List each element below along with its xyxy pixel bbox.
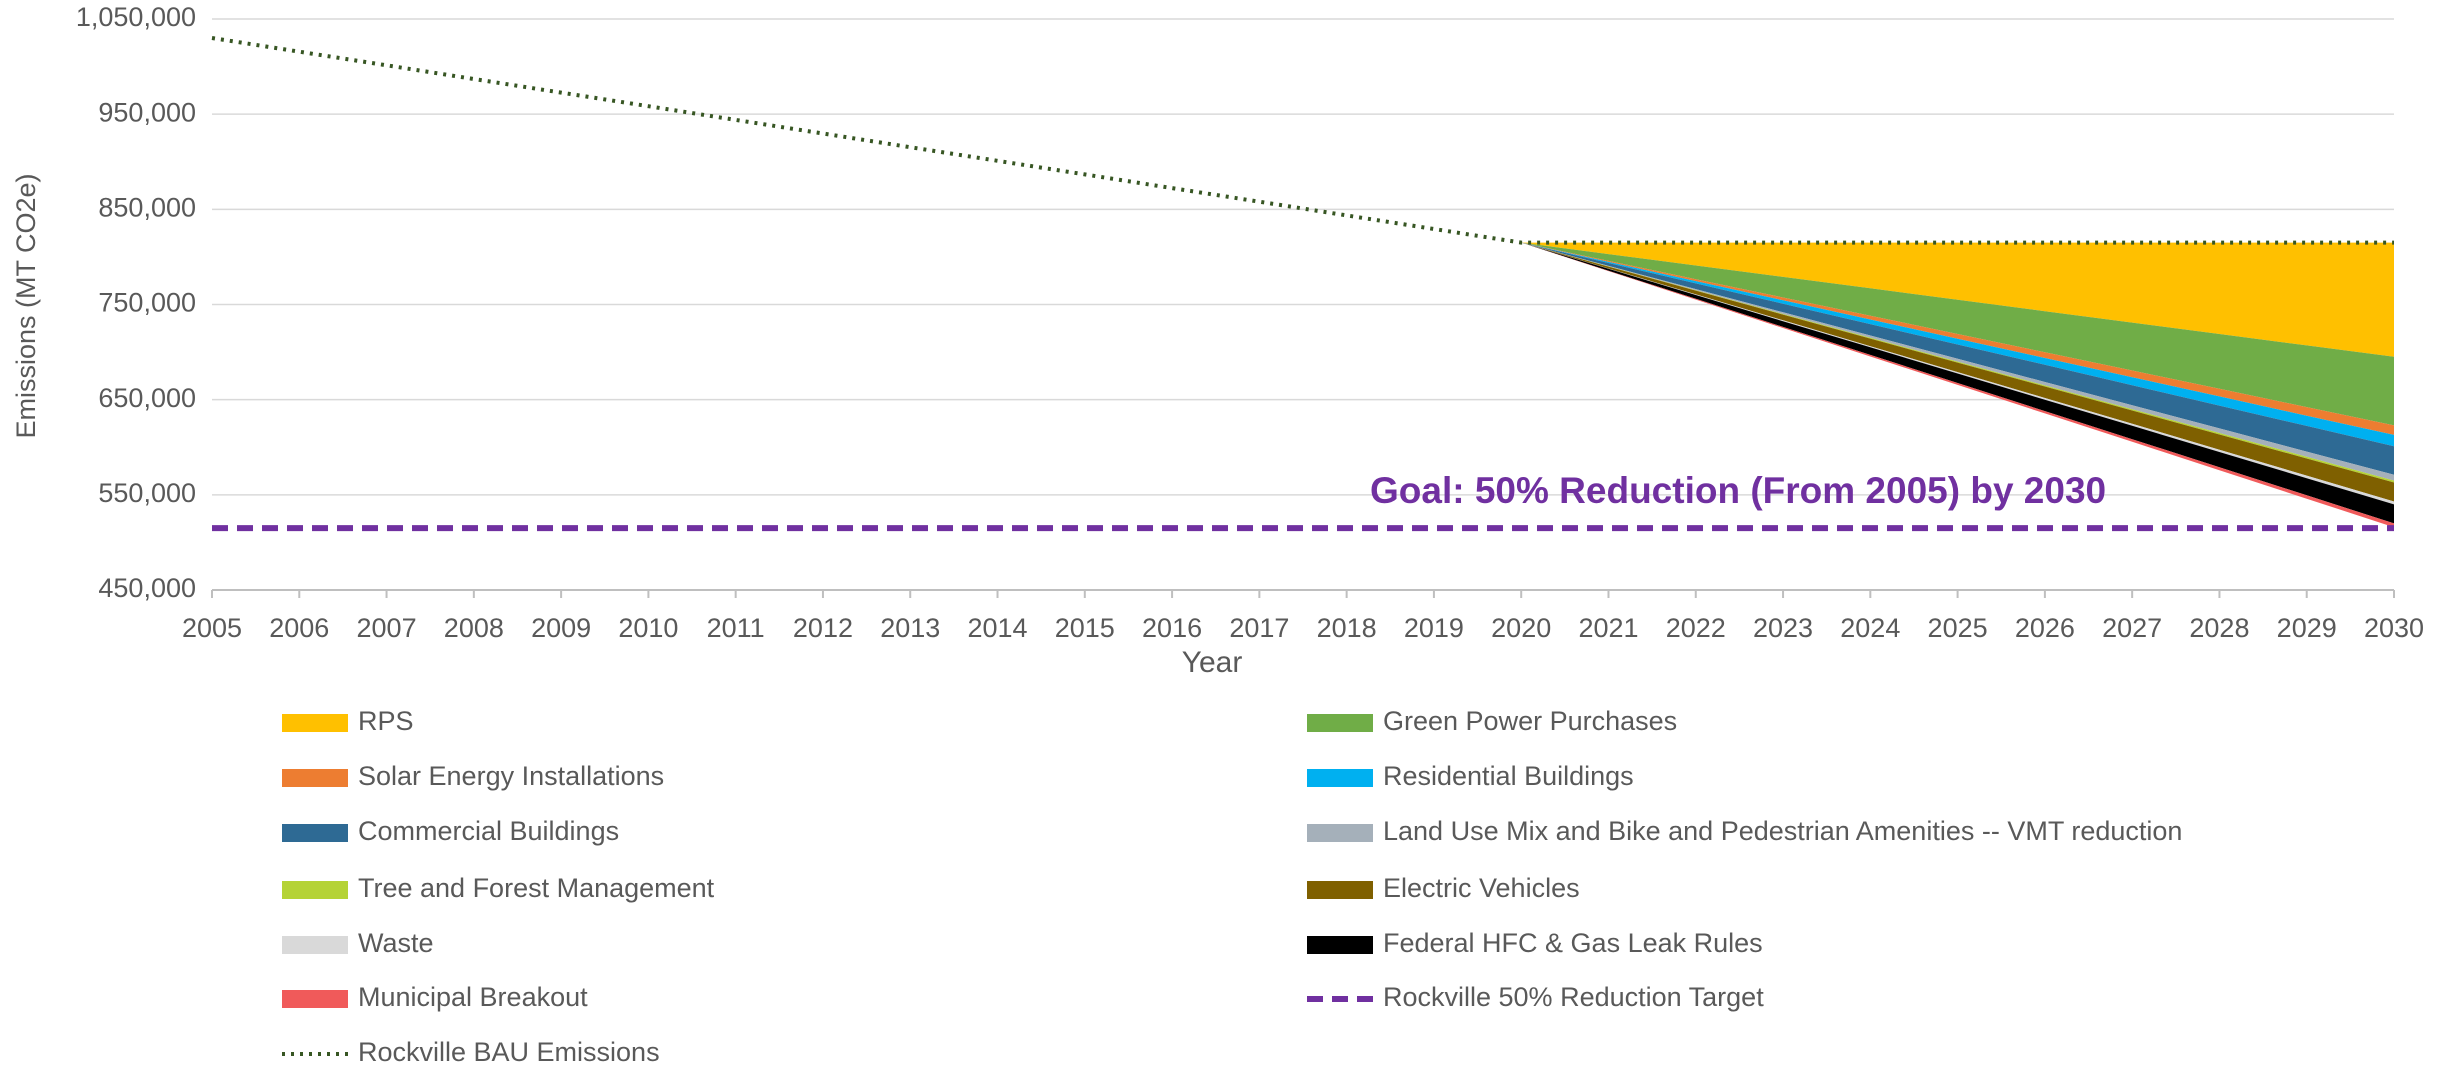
- legend-swatch: [1307, 769, 1373, 787]
- y-axis-title: Emissions (MT CO2e): [11, 173, 41, 438]
- y-tick-label: 650,000: [98, 383, 196, 413]
- x-tick-label: 2022: [1666, 613, 1726, 643]
- legend-label: Electric Vehicles: [1383, 873, 1580, 903]
- legend-label: Commercial Buildings: [358, 816, 619, 846]
- x-tick-label: 2008: [444, 613, 504, 643]
- legend-label: Federal HFC & Gas Leak Rules: [1383, 928, 1763, 958]
- legend-swatch: [1307, 714, 1373, 732]
- x-tick-label: 2018: [1317, 613, 1377, 643]
- legend-swatch: [282, 881, 348, 899]
- legend-swatch: [282, 714, 348, 732]
- x-tick-label: 2010: [618, 613, 678, 643]
- y-tick-label: 950,000: [98, 97, 196, 127]
- legend-swatch: [1307, 881, 1373, 899]
- x-tick-label: 2015: [1055, 613, 1115, 643]
- x-tick-label: 2007: [357, 613, 417, 643]
- x-tick-label: 2025: [1928, 613, 1988, 643]
- area: [1521, 242, 2394, 483]
- x-tick-label: 2016: [1142, 613, 1202, 643]
- y-tick-label: 850,000: [98, 192, 196, 222]
- area: [1521, 242, 2394, 447]
- line: [211, 36, 2394, 245]
- x-tick-label: 2028: [2189, 613, 2249, 643]
- x-tick-label: 2027: [2102, 613, 2162, 643]
- x-tick-label: 2014: [967, 613, 1027, 643]
- annotation: Goal: 50% Reduction (From 2005) by 2030: [1370, 470, 2106, 511]
- x-tick-label: 2026: [2015, 613, 2075, 643]
- x-tick-label: 2023: [1753, 613, 1813, 643]
- legend-label: Waste: [358, 928, 434, 958]
- legend-label: Tree and Forest Management: [358, 873, 715, 903]
- legend-label: RPS: [358, 706, 414, 736]
- area: [1521, 242, 2394, 528]
- legend-label: Rockville 50% Reduction Target: [1383, 982, 1764, 1012]
- x-axis-title: Year: [1182, 646, 1243, 679]
- x-tick-label: 2013: [880, 613, 940, 643]
- x-tick-label: 2017: [1229, 613, 1289, 643]
- x-tick-label: 2011: [707, 613, 765, 643]
- legend-label: Solar Energy Installations: [358, 761, 664, 791]
- legend-label: Green Power Purchases: [1383, 706, 1677, 736]
- legend-swatch: [282, 990, 348, 1008]
- legend-label: Residential Buildings: [1383, 761, 1634, 791]
- y-tick-label: 450,000: [98, 573, 196, 603]
- x-tick-label: 2005: [182, 613, 242, 643]
- x-tick-label: 2030: [2364, 613, 2424, 643]
- x-tick-label: 2006: [269, 613, 329, 643]
- x-tick-label: 2024: [1840, 613, 1900, 643]
- legend-swatch: [282, 824, 348, 842]
- legend-label: Land Use Mix and Bike and Pedestrian Ame…: [1383, 816, 2182, 846]
- legend-swatch: [1307, 824, 1373, 842]
- legend-swatch: [282, 936, 348, 954]
- y-tick-label: 1,050,000: [76, 2, 196, 32]
- x-tick-label: 2019: [1404, 613, 1464, 643]
- legend-swatch: [1307, 936, 1373, 954]
- legend-label: Municipal Breakout: [358, 982, 588, 1012]
- x-tick-label: 2012: [793, 613, 853, 643]
- area: [1521, 242, 2394, 435]
- x-tick-label: 2009: [531, 613, 591, 643]
- x-tick-label: 2029: [2277, 613, 2337, 643]
- y-tick-label: 750,000: [98, 288, 196, 318]
- x-tick-label: 2020: [1491, 613, 1551, 643]
- x-tick-label: 2021: [1578, 613, 1638, 643]
- area: [1521, 242, 2394, 502]
- legend-label: Rockville BAU Emissions: [358, 1037, 660, 1067]
- legend-swatch: [282, 769, 348, 787]
- y-tick-label: 550,000: [98, 478, 196, 508]
